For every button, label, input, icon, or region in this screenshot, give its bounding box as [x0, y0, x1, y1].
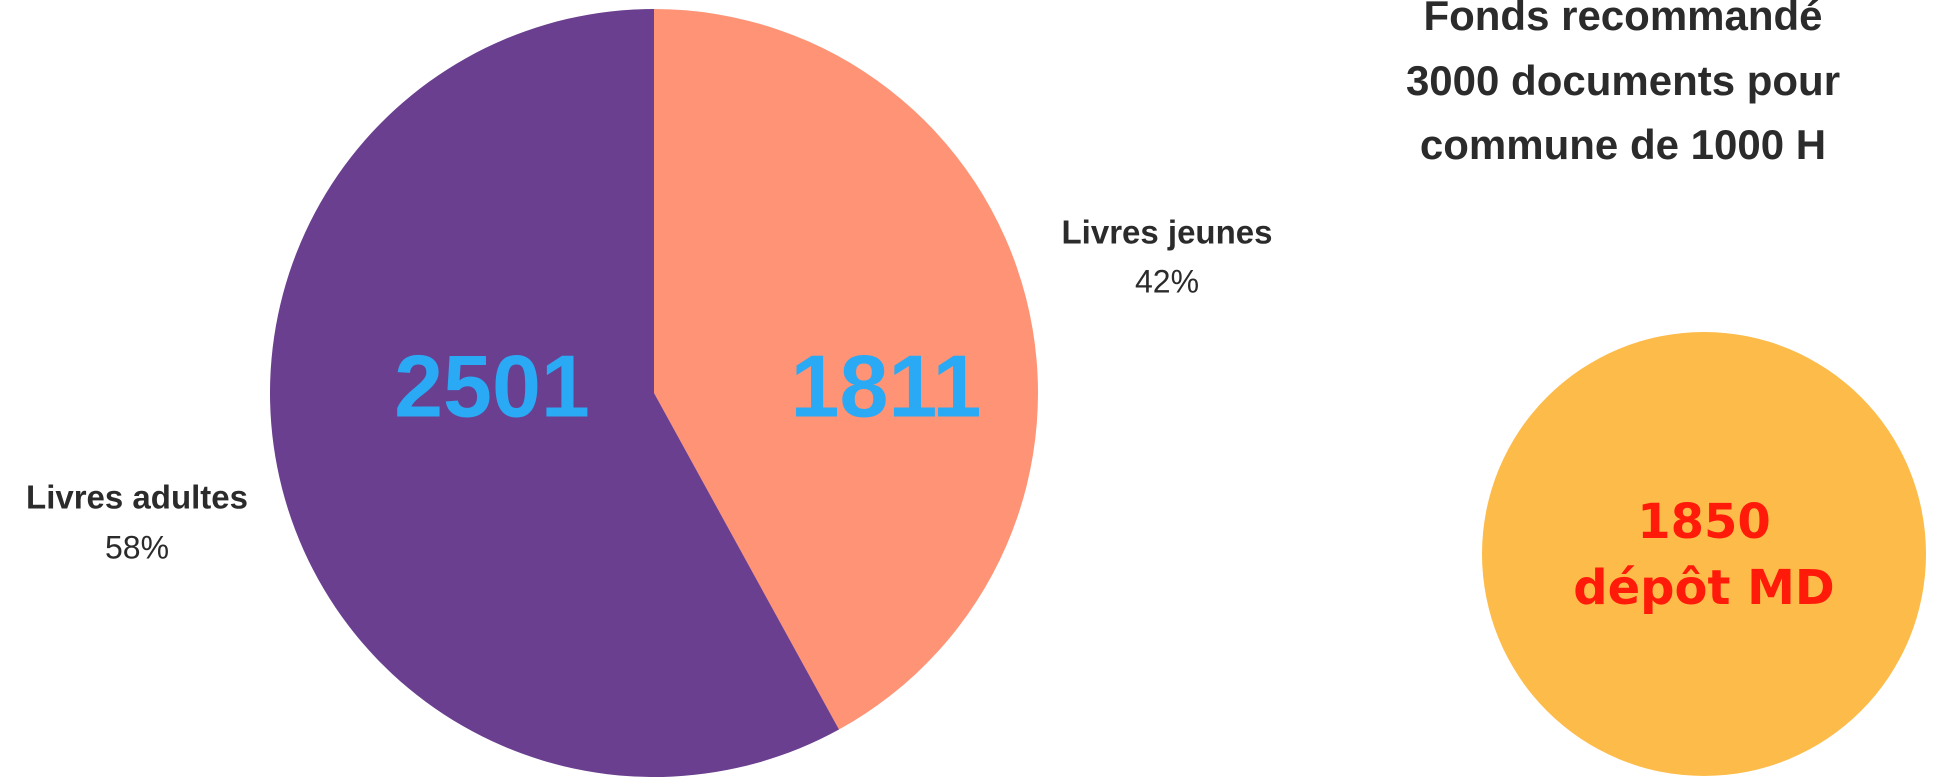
pie-slice — [270, 9, 839, 777]
badge-number: 1850 — [1637, 494, 1771, 550]
badge-circle — [1482, 332, 1926, 776]
title-line: commune de 1000 H — [1420, 121, 1826, 168]
title-line: Fonds recommandé — [1423, 0, 1822, 39]
slice-value-label: 42% — [1135, 263, 1199, 299]
badge-text: dépôt MD — [1573, 560, 1835, 616]
slice-label: Livres jeunes — [1062, 214, 1273, 251]
slice-count: 2501 — [394, 336, 590, 435]
title-line: 3000 documents pour — [1406, 57, 1840, 104]
pie-slice — [654, 9, 1039, 730]
slice-label: Livres adultes — [26, 479, 248, 516]
slice-value-label: 58% — [105, 529, 169, 565]
slice-count: 1811 — [791, 336, 982, 435]
pie — [270, 9, 1039, 777]
